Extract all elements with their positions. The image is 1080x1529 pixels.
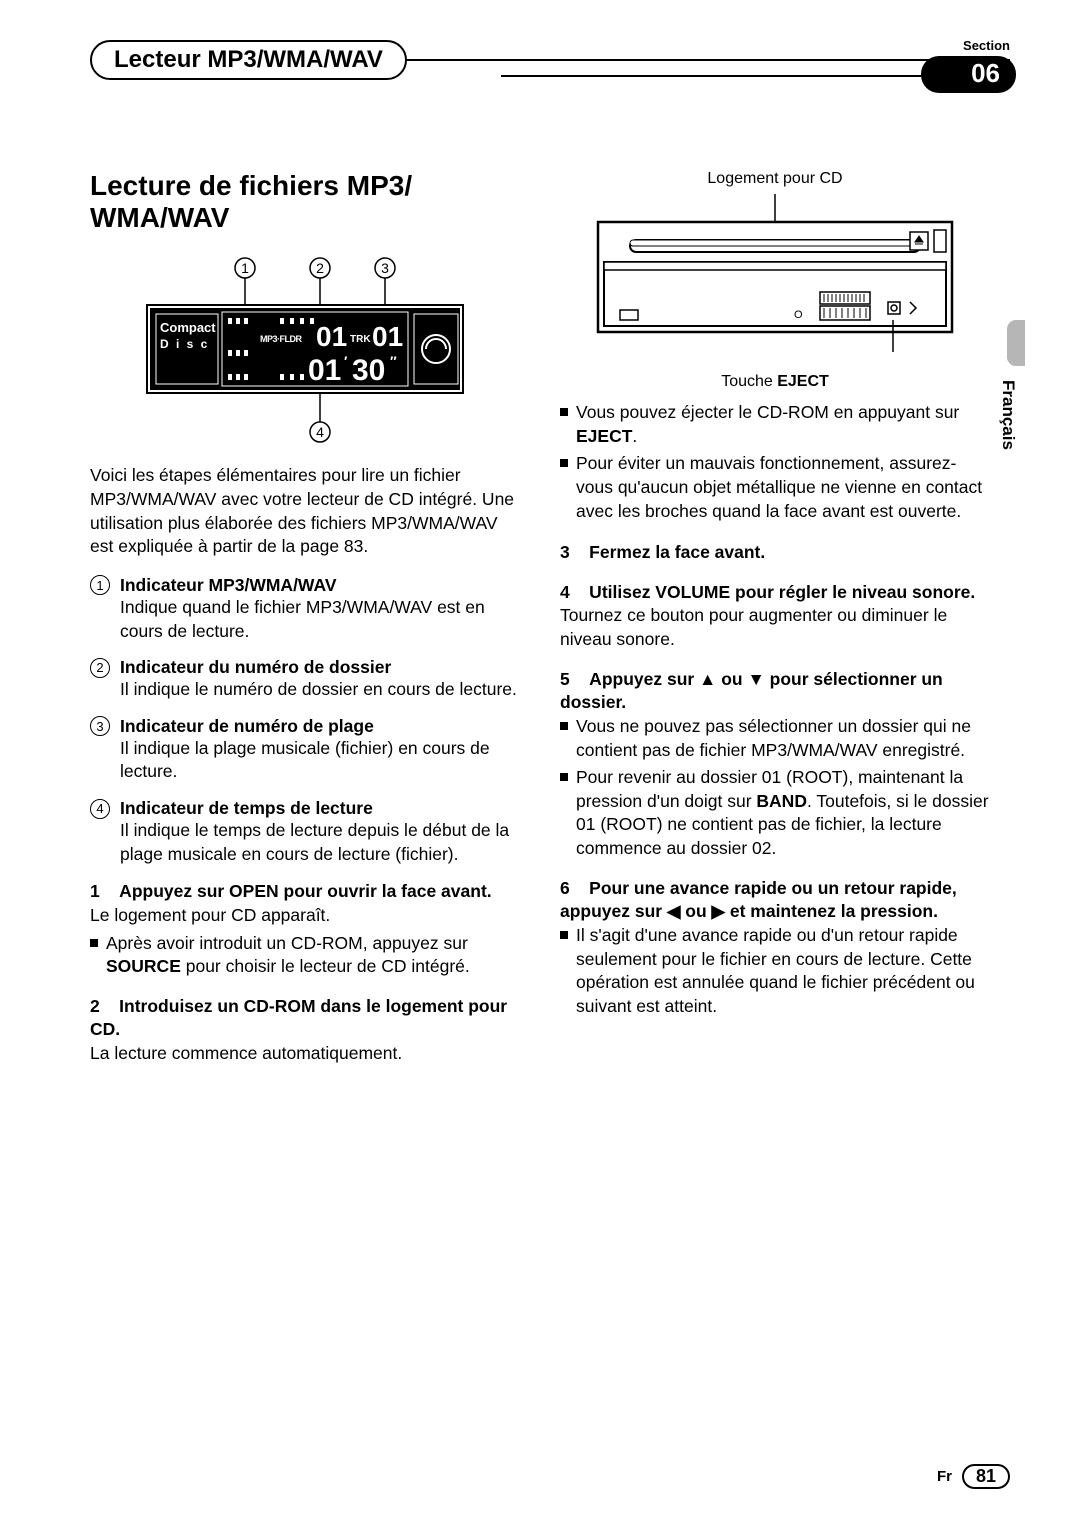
header-title-pill: Lecteur MP3/WMA/WAV xyxy=(90,40,407,80)
language-tab: Français xyxy=(998,380,1018,450)
indicator-item: 3Indicateur de numéro de plageIl indique… xyxy=(90,716,520,784)
step-item: 3 Fermez la face avant. xyxy=(560,541,990,565)
bullet-item: Pour éviter un mauvais fonctionnement, a… xyxy=(560,452,990,523)
svg-text:30: 30 xyxy=(352,354,385,387)
device-diagram: Logement pour CD O xyxy=(560,170,990,391)
step-item: 4 Utilisez VOLUME pour régler le niveau … xyxy=(560,581,990,652)
step-item: 5 Appuyez sur ▲ ou ▼ pour sélectionner u… xyxy=(560,668,990,861)
footer-lang: Fr xyxy=(937,1468,952,1485)
svg-text:01: 01 xyxy=(372,321,403,352)
step-item: 1 Appuyez sur OPEN pour ouvrir la face a… xyxy=(90,880,520,979)
svg-text:2: 2 xyxy=(316,260,324,276)
svg-text:1: 1 xyxy=(241,260,249,276)
header-divider xyxy=(407,59,1010,62)
step-item: 6 Pour une avance rapide ou un retour ra… xyxy=(560,877,990,1019)
svg-text:01: 01 xyxy=(316,321,347,352)
svg-text:TRK: TRK xyxy=(350,334,371,345)
lcd-display-diagram: 1 2 3 4 Compact D i s c xyxy=(90,254,520,444)
svg-text:4: 4 xyxy=(316,424,324,440)
svg-text:MP3·FLDR: MP3·FLDR xyxy=(260,334,302,344)
bullet-item: Vous pouvez éjecter le CD-ROM en appuyan… xyxy=(560,401,990,448)
left-column: Lecture de fichiers MP3/WMA/WAV 1 2 3 4 xyxy=(90,170,520,1082)
indicator-item: 4Indicateur de temps de lectureIl indiqu… xyxy=(90,798,520,866)
indicator-item: 2Indicateur du numéro de dossierIl indiq… xyxy=(90,657,520,702)
page-title: Lecture de fichiers MP3/WMA/WAV xyxy=(90,170,520,234)
section-number-badge: 06 xyxy=(921,56,1016,93)
language-tab-bg xyxy=(1007,320,1025,366)
right-column: Logement pour CD O xyxy=(560,170,990,1082)
device-top-label: Logement pour CD xyxy=(560,170,990,188)
svg-text:″: ″ xyxy=(390,353,397,369)
footer: Fr 81 xyxy=(937,1464,1010,1489)
step-item: 2 Introduisez un CD-ROM dans le logement… xyxy=(90,995,520,1066)
svg-text:O: O xyxy=(794,309,803,321)
svg-text:Compact: Compact xyxy=(160,320,216,335)
section-label: Section xyxy=(963,38,1010,53)
svg-text:3: 3 xyxy=(381,260,389,276)
svg-text:01: 01 xyxy=(308,354,341,387)
intro-text: Voici les étapes élémentaires pour lire … xyxy=(90,464,520,559)
page-number: 81 xyxy=(962,1464,1010,1489)
svg-text:D i s c: D i s c xyxy=(160,337,209,351)
eject-label: Touche EJECT xyxy=(560,373,990,391)
indicator-item: 1Indicateur MP3/WMA/WAVIndique quand le … xyxy=(90,575,520,643)
